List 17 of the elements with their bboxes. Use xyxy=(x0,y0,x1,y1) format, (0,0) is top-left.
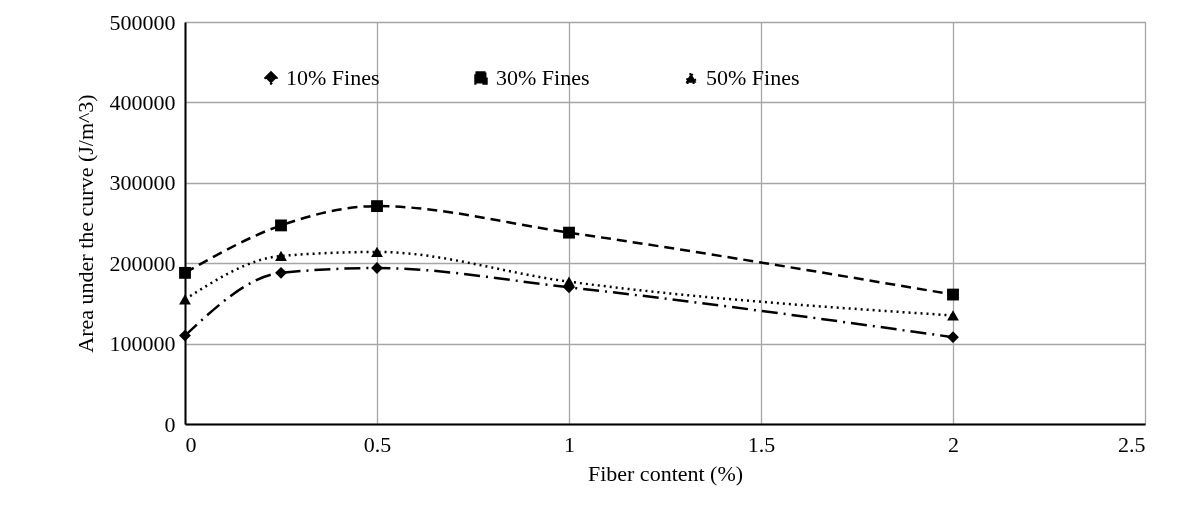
x-axis-title: Fiber content (%) xyxy=(587,460,744,486)
y-tick-label: 400000 xyxy=(109,89,176,115)
legend-label: 10% Fines xyxy=(286,65,380,90)
legend-label: 30% Fines xyxy=(496,65,590,90)
y-tick-label: 500000 xyxy=(109,9,176,35)
y-axis-title: Area under the curve (J/m^3) xyxy=(72,94,98,353)
y-tick-label: 200000 xyxy=(109,250,176,276)
x-tick-label: 1 xyxy=(564,431,575,457)
y-tick-label: 100000 xyxy=(109,331,176,357)
x-tick-label: 1.5 xyxy=(747,431,776,457)
legend-label: 50% Fines xyxy=(706,65,800,90)
x-tick-label: 2.5 xyxy=(1118,431,1146,457)
x-tick-label: 0 xyxy=(185,431,197,457)
x-tick-label: 0.5 xyxy=(363,431,392,457)
y-tick-label: 0 xyxy=(164,411,176,437)
x-tick-label: 2 xyxy=(948,431,959,457)
y-tick-label: 300000 xyxy=(109,170,176,196)
